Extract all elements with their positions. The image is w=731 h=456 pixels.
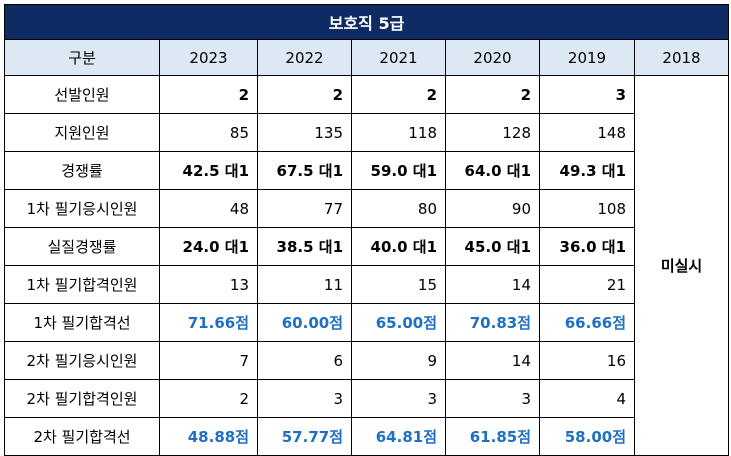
- table-row: 1차 필기응시인원 48 77 80 90 108: [4, 189, 729, 228]
- data-cell: 2: [257, 75, 352, 114]
- row-label: 1차 필기합격인원: [4, 265, 160, 304]
- data-cell: 71.66점: [159, 303, 258, 342]
- table-row: 1차 필기합격선 71.66점 60.00점 65.00점 70.83점 66.66점: [4, 303, 729, 342]
- data-cell: 66.66점: [539, 303, 635, 342]
- data-cell: 90: [445, 189, 540, 228]
- data-cell: 148: [539, 113, 635, 152]
- table-row: 지원인원 85 135 118 128 148: [4, 113, 729, 152]
- data-cell: 64.0 대1: [445, 151, 540, 190]
- row-label: 2차 필기응시인원: [4, 341, 160, 380]
- header-category: 구분: [4, 39, 160, 76]
- data-cell: 65.00점: [351, 303, 446, 342]
- data-cell: 13: [159, 265, 258, 304]
- data-cell: 45.0 대1: [445, 227, 540, 266]
- data-cell: 7: [159, 341, 258, 380]
- table-row: 경쟁률 42.5 대1 67.5 대1 59.0 대1 64.0 대1 49.3 대1: [4, 151, 729, 190]
- row-label: 경쟁률: [4, 151, 160, 190]
- table-row: 2차 필기합격선 48.88점 57.77점 64.81점 61.85점 58.00점: [4, 417, 729, 456]
- data-cell: 2: [159, 379, 258, 418]
- row-label: 실질경쟁률: [4, 227, 160, 266]
- data-cell: 15: [351, 265, 446, 304]
- recruitment-stats-table: 보호직 5급 구분 2023 2022 2021 2020 2019 2018 …: [3, 4, 730, 456]
- data-cell: 85: [159, 113, 258, 152]
- table-row: 실질경쟁률 24.0 대1 38.5 대1 40.0 대1 45.0 대1 36.0 대1: [4, 227, 729, 266]
- data-cell: 14: [445, 265, 540, 304]
- row-label: 1차 필기합격선: [4, 303, 160, 342]
- data-cell: 3: [257, 379, 352, 418]
- header-year: 2023: [159, 39, 258, 76]
- data-cell: 135: [257, 113, 352, 152]
- table-row: 2차 필기합격인원 2 3 3 3 4: [4, 379, 729, 418]
- data-cell: 9: [351, 341, 446, 380]
- data-cell: 128: [445, 113, 540, 152]
- data-cell: 108: [539, 189, 635, 228]
- row-label: 선발인원: [4, 75, 160, 114]
- row-label: 2차 필기합격인원: [4, 379, 160, 418]
- data-cell: 38.5 대1: [257, 227, 352, 266]
- data-cell: 3: [445, 379, 540, 418]
- data-cell: 58.00점: [539, 417, 635, 456]
- header-year: 2022: [257, 39, 352, 76]
- header-year: 2021: [351, 39, 446, 76]
- data-cell: 80: [351, 189, 446, 228]
- data-cell: 77: [257, 189, 352, 228]
- data-cell: 118: [351, 113, 446, 152]
- data-cell: 57.77점: [257, 417, 352, 456]
- data-cell: 67.5 대1: [257, 151, 352, 190]
- data-cell: 11: [257, 265, 352, 304]
- data-cell: 70.83점: [445, 303, 540, 342]
- table-row: 2차 필기응시인원 7 6 9 14 16: [4, 341, 729, 380]
- data-cell: 2: [351, 75, 446, 114]
- not-conducted-cell: 미실시: [633, 75, 730, 456]
- data-cell: 64.81점: [351, 417, 446, 456]
- data-cell: 40.0 대1: [351, 227, 446, 266]
- header-year: 2020: [445, 39, 540, 76]
- data-cell: 48: [159, 189, 258, 228]
- table-row: 1차 필기합격인원 13 11 15 14 21: [4, 265, 729, 304]
- table-row: 선발인원 2 2 2 2 3 미실시: [4, 75, 730, 456]
- data-cell: 60.00점: [257, 303, 352, 342]
- data-cell: 24.0 대1: [159, 227, 258, 266]
- data-cell: 49.3 대1: [539, 151, 635, 190]
- data-cell: 21: [539, 265, 635, 304]
- data-cell: 2: [445, 75, 540, 114]
- data-cell: 48.88점: [159, 417, 258, 456]
- data-cell: 4: [539, 379, 635, 418]
- data-cell: 3: [539, 75, 635, 114]
- data-cell: 6: [257, 341, 352, 380]
- row-label: 2차 필기합격선: [4, 417, 160, 456]
- data-cell: 3: [351, 379, 446, 418]
- row-label: 1차 필기응시인원: [4, 189, 160, 228]
- data-cell: 42.5 대1: [159, 151, 258, 190]
- data-cell: 61.85점: [445, 417, 540, 456]
- data-cell: 59.0 대1: [351, 151, 446, 190]
- data-cell: 2: [159, 75, 258, 114]
- header-row: 구분 2023 2022 2021 2020 2019 2018: [4, 39, 730, 76]
- header-year: 2019: [539, 39, 635, 76]
- data-cell: 16: [539, 341, 635, 380]
- data-cell: 36.0 대1: [539, 227, 635, 266]
- row-label: 지원인원: [4, 113, 160, 152]
- header-year: 2018: [633, 39, 730, 76]
- table-title: 보호직 5급: [3, 4, 730, 40]
- data-cell: 14: [445, 341, 540, 380]
